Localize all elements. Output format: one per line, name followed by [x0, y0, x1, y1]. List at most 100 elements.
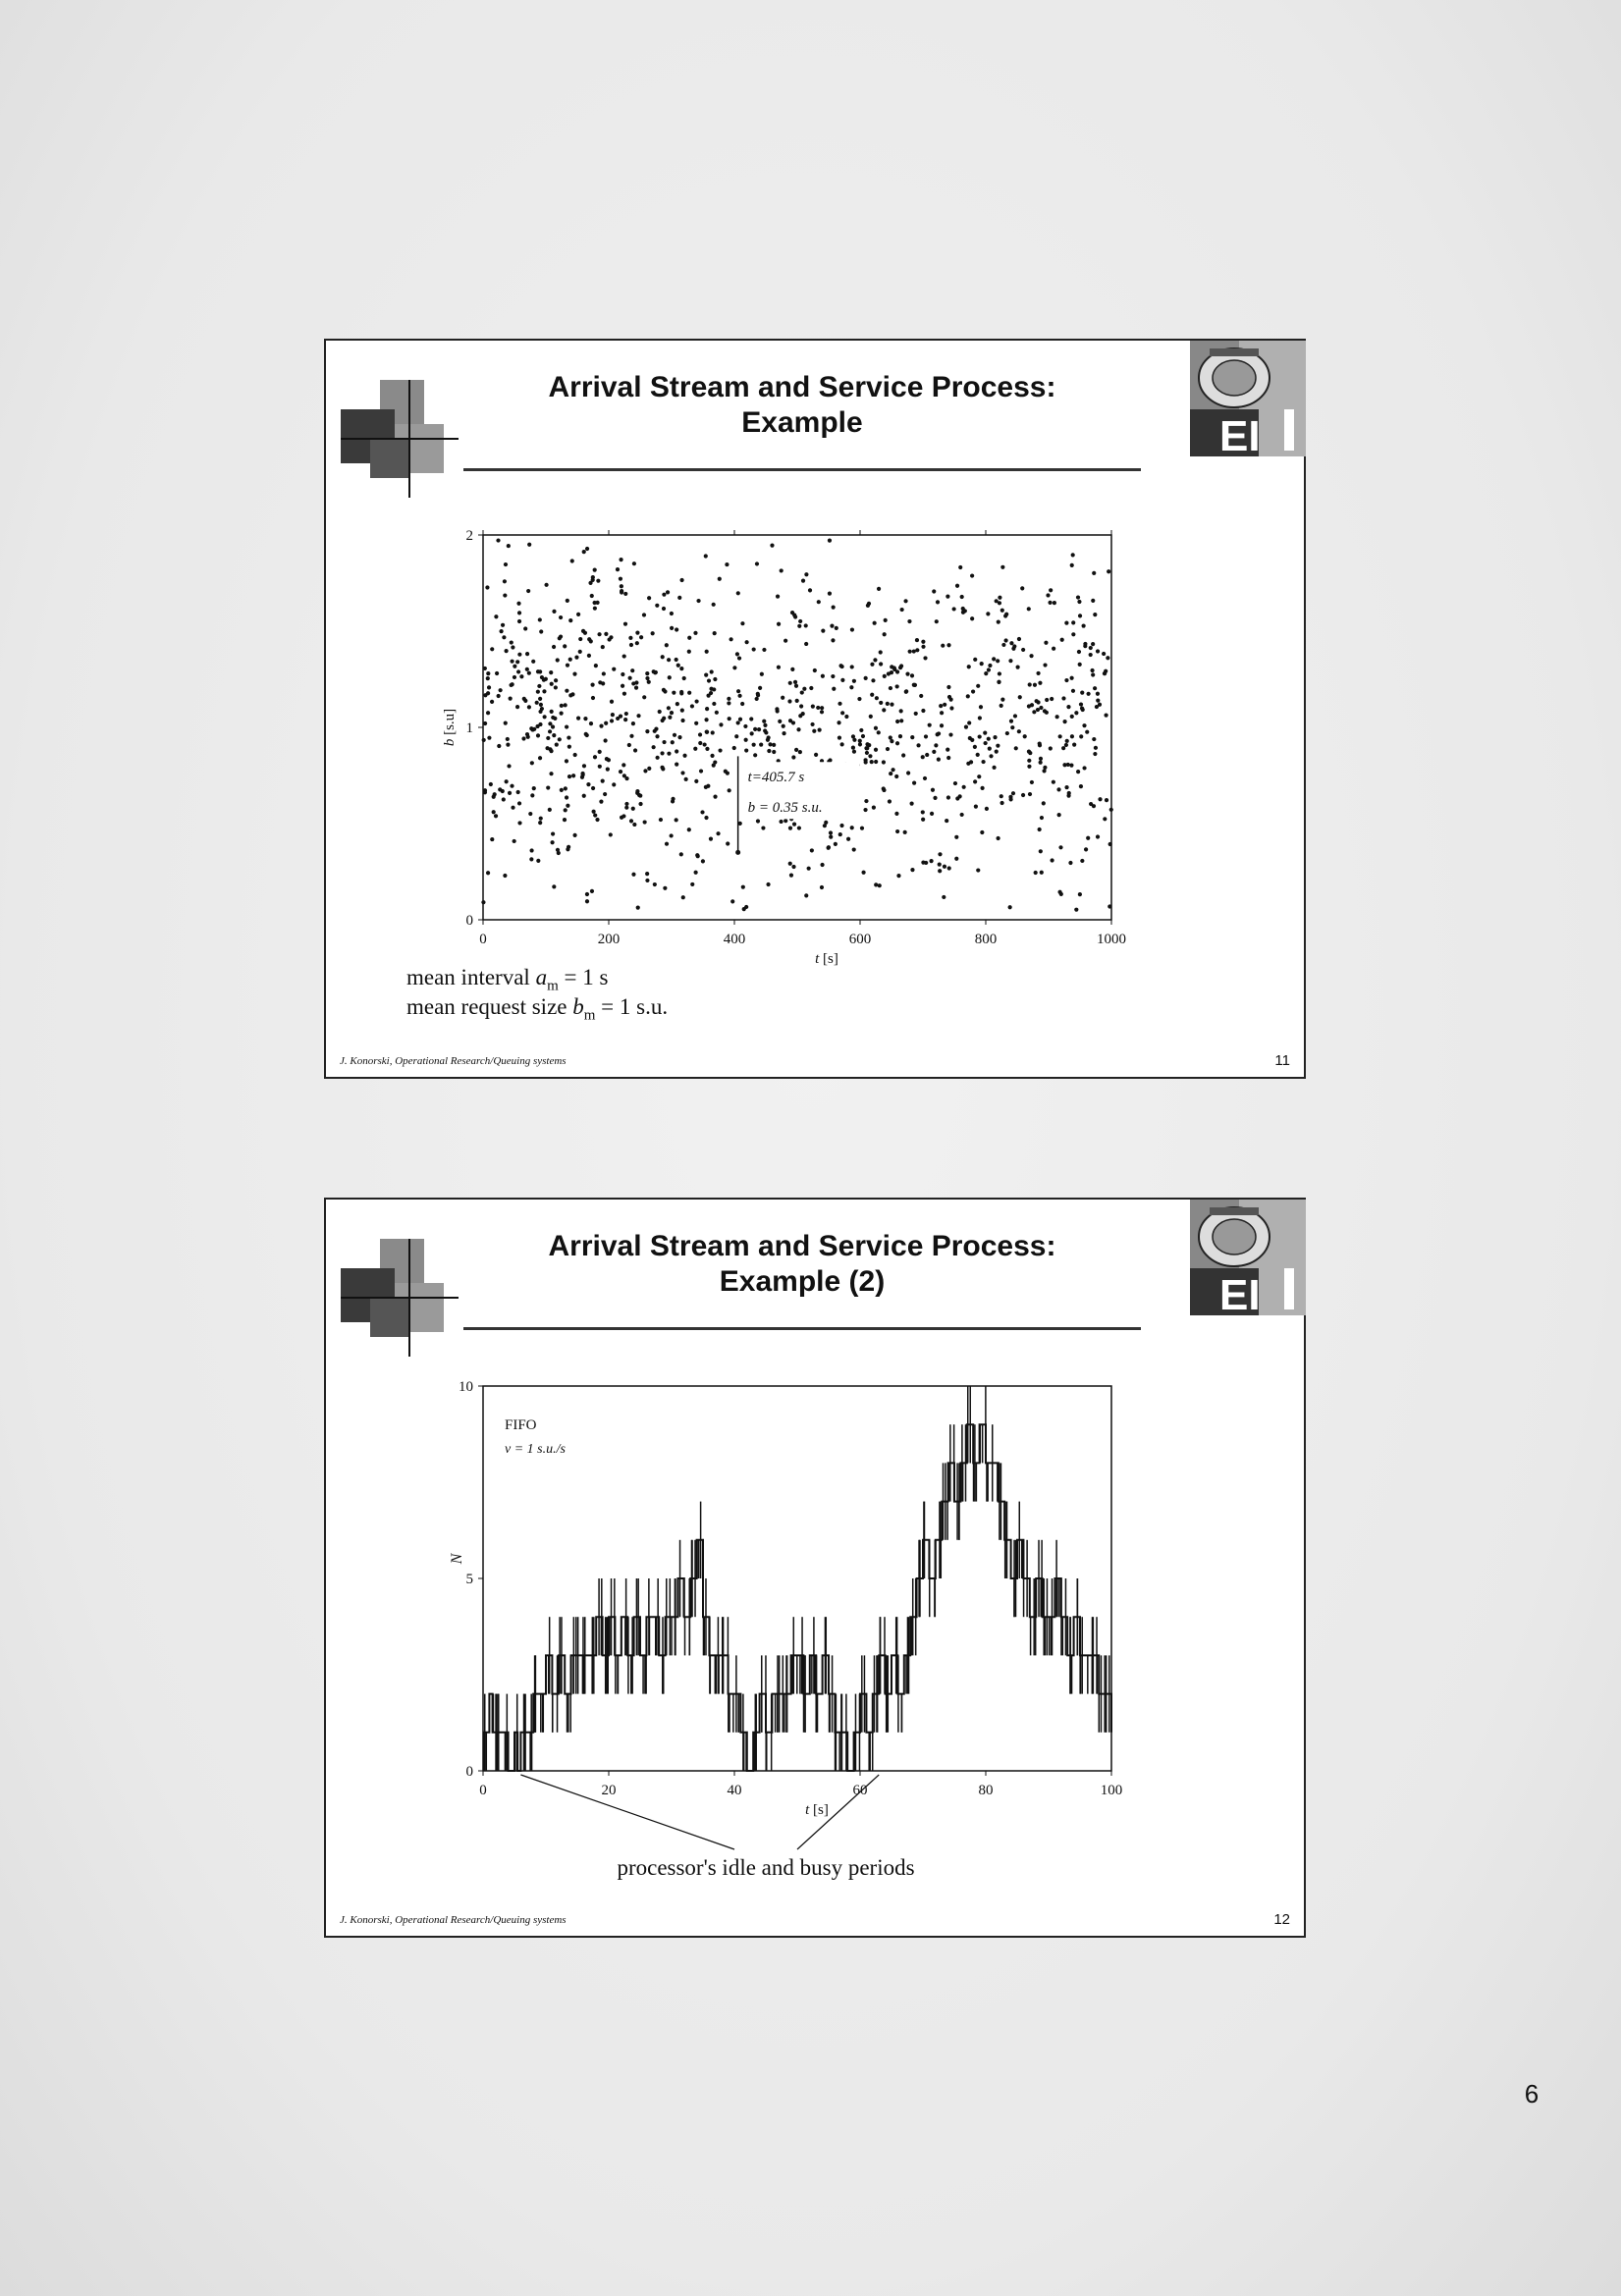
y-axis-label: b [s.u]: [442, 709, 458, 746]
data-point: [516, 611, 522, 615]
data-point: [697, 732, 703, 737]
data-point: [1066, 705, 1071, 710]
data-point: [621, 691, 627, 696]
data-point: [809, 685, 814, 691]
data-point: [1108, 807, 1113, 812]
data-point: [660, 655, 665, 660]
data-point: [796, 727, 801, 732]
data-point: [551, 644, 557, 650]
data-point: [603, 738, 608, 743]
data-point: [954, 856, 959, 861]
data-point: [997, 601, 1002, 606]
data-point: [537, 756, 543, 761]
data-point: [874, 882, 879, 887]
data-point: [962, 609, 967, 614]
data-point: [481, 900, 486, 905]
data-point: [996, 743, 1000, 748]
data-point: [574, 655, 579, 660]
data-point: [921, 708, 926, 714]
data-point: [819, 759, 825, 764]
data-point: [1071, 620, 1076, 625]
data-point: [674, 818, 678, 823]
data-point: [1064, 677, 1069, 683]
data-point: [704, 729, 710, 734]
data-point: [810, 721, 815, 727]
data-point: [814, 752, 819, 757]
data-point: [973, 779, 978, 784]
data-point: [980, 785, 985, 790]
data-point: [998, 595, 1002, 600]
data-point: [663, 689, 668, 694]
data-point: [580, 773, 585, 777]
data-point: [565, 663, 570, 667]
data-point: [565, 598, 569, 603]
data-point: [650, 631, 655, 636]
y-axis-label: N: [449, 1552, 465, 1565]
data-point: [494, 670, 500, 676]
data-point: [1007, 905, 1012, 910]
data-point: [647, 596, 652, 601]
data-point: [666, 658, 672, 663]
data-point: [1062, 719, 1067, 724]
data-point: [577, 649, 582, 655]
data-point: [1092, 570, 1097, 575]
data-point: [778, 719, 783, 723]
data-point: [584, 546, 590, 552]
data-point: [1083, 641, 1088, 647]
data-point: [708, 690, 714, 696]
data-point: [601, 671, 606, 676]
data-point: [538, 816, 543, 821]
data-point: [517, 652, 522, 657]
data-point: [563, 703, 567, 708]
y-tick-label: 5: [466, 1572, 474, 1587]
data-point: [552, 884, 557, 889]
data-point: [563, 786, 567, 791]
data-point: [1032, 682, 1038, 687]
data-point: [1069, 763, 1074, 768]
data-point: [824, 820, 829, 825]
x-tick-label: 80: [979, 1783, 994, 1798]
data-point: [1097, 702, 1103, 707]
data-point: [485, 711, 491, 716]
data-point: [662, 739, 667, 745]
data-point: [1063, 742, 1068, 748]
data-point: [876, 586, 882, 591]
data-point: [863, 675, 868, 680]
x-tick-label: 200: [598, 932, 621, 947]
data-point: [1079, 734, 1084, 739]
data-point: [911, 649, 916, 654]
data-point: [933, 795, 938, 800]
data-point: [984, 806, 990, 811]
data-point: [506, 543, 511, 549]
data-point: [833, 841, 838, 846]
data-point: [986, 667, 992, 672]
data-point: [996, 659, 1000, 664]
data-point: [881, 760, 887, 765]
data-point: [798, 618, 803, 624]
data-point: [1021, 647, 1026, 653]
data-point: [967, 735, 972, 741]
data-point: [763, 722, 768, 728]
data-point: [549, 749, 554, 754]
data-point: [709, 669, 714, 674]
data-point: [619, 590, 624, 595]
data-point: [674, 657, 678, 663]
data-point: [635, 789, 640, 794]
data-point: [997, 679, 1001, 684]
data-point: [1017, 695, 1022, 700]
data-point: [516, 618, 522, 624]
data-point: [1102, 651, 1107, 657]
data-point: [619, 557, 623, 562]
data-point: [1061, 746, 1066, 751]
data-point: [598, 680, 603, 685]
data-point: [628, 635, 633, 640]
data-point: [606, 758, 611, 763]
data-point: [976, 868, 981, 873]
data-point: [499, 629, 504, 634]
data-point: [735, 721, 740, 725]
data-point: [705, 706, 710, 712]
data-point: [1091, 804, 1097, 809]
step-series-line: [483, 1423, 1112, 1772]
slide-11: Arrival Stream and Service Process: Exam…: [324, 339, 1306, 1079]
data-point: [556, 850, 561, 856]
